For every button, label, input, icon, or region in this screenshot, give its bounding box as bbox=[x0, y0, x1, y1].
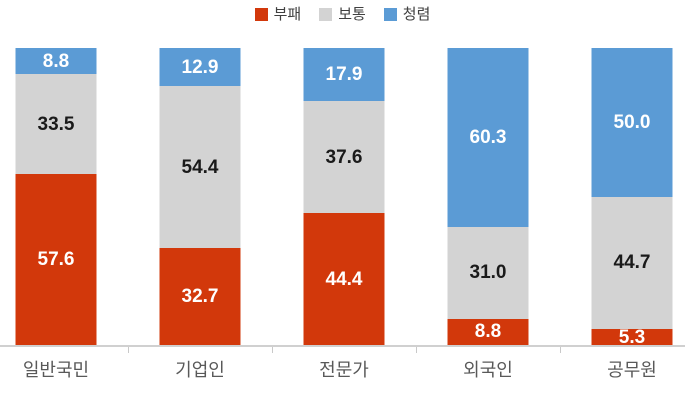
segment-value-label: 44.4 bbox=[325, 268, 363, 290]
x-axis-tick bbox=[560, 347, 561, 353]
stacked-bar: 60.3 31.0 8.8 bbox=[447, 47, 529, 345]
stacked-bar: 12.9 54.4 32.7 bbox=[159, 48, 241, 345]
chart-legend: 부패 보통 청렴 bbox=[0, 7, 685, 22]
category-column: 8.8 33.5 57.6 일반국민 bbox=[0, 0, 128, 403]
legend-label: 청렴 bbox=[402, 6, 431, 23]
segment-value-label: 33.5 bbox=[37, 113, 75, 135]
category-column: 12.9 54.4 32.7 기업인 bbox=[128, 0, 272, 403]
segment-value-label: 8.8 bbox=[474, 321, 502, 343]
x-axis-line bbox=[0, 345, 685, 347]
bar-segment: 8.8 bbox=[447, 318, 529, 345]
segment-value-label: 8.8 bbox=[42, 50, 70, 72]
segment-value-label: 17.9 bbox=[325, 64, 363, 86]
segment-value-label: 50.0 bbox=[613, 111, 651, 133]
category-column: 50.0 44.7 5.3 공무원 bbox=[560, 0, 685, 403]
segment-value-label: 37.6 bbox=[325, 146, 363, 168]
bar-segment: 57.6 bbox=[15, 173, 97, 345]
stacked-bar: 17.9 37.6 44.4 bbox=[303, 48, 385, 345]
bar-segment: 60.3 bbox=[447, 47, 529, 227]
legend-label: 보통 bbox=[338, 6, 366, 23]
segment-value-label: 12.9 bbox=[181, 56, 219, 78]
segment-value-label: 44.7 bbox=[613, 252, 651, 274]
stacked-bar: 8.8 33.5 57.6 bbox=[15, 48, 97, 345]
category-column: 60.3 31.0 8.8 외국인 bbox=[416, 0, 560, 403]
bar-segment: 44.4 bbox=[303, 213, 385, 345]
x-axis-tick bbox=[416, 347, 417, 353]
segment-value-label: 31.0 bbox=[469, 262, 507, 284]
legend-swatch-icon bbox=[383, 8, 397, 21]
category-label: 기업인 bbox=[175, 360, 225, 380]
category-column: 17.9 37.6 44.4 전문가 bbox=[272, 0, 416, 403]
x-axis-tick bbox=[272, 347, 273, 353]
stacked-bar: 50.0 44.7 5.3 bbox=[591, 48, 673, 348]
legend-item: 부패 bbox=[254, 6, 302, 23]
legend-swatch-icon bbox=[319, 8, 333, 21]
bar-segment: 50.0 bbox=[591, 48, 673, 197]
bar-segment: 37.6 bbox=[303, 101, 385, 214]
legend-label: 부패 bbox=[273, 6, 302, 23]
bar-segment: 33.5 bbox=[15, 74, 97, 174]
bar-segment: 32.7 bbox=[159, 247, 241, 345]
segment-value-label: 54.4 bbox=[181, 156, 219, 178]
bar-segment: 12.9 bbox=[159, 48, 241, 87]
legend-item: 보통 bbox=[319, 7, 366, 22]
legend-item: 청렴 bbox=[383, 6, 431, 23]
bar-segment: 44.7 bbox=[591, 196, 673, 330]
bar-segment: 8.8 bbox=[15, 48, 97, 75]
category-label: 외국인 bbox=[463, 360, 513, 380]
bar-segment: 31.0 bbox=[447, 226, 529, 319]
segment-value-label: 60.3 bbox=[469, 126, 507, 148]
category-label: 공무원 bbox=[607, 360, 657, 380]
category-label: 전문가 bbox=[319, 360, 369, 380]
category-label: 일반국민 bbox=[22, 360, 90, 380]
x-axis-tick bbox=[128, 347, 129, 353]
segment-value-label: 32.7 bbox=[181, 285, 219, 307]
bar-segment: 17.9 bbox=[303, 48, 385, 102]
segment-value-label: 5.3 bbox=[618, 326, 646, 348]
segment-value-label: 57.6 bbox=[37, 248, 75, 270]
bar-segment: 54.4 bbox=[159, 86, 241, 248]
legend-swatch-icon bbox=[254, 8, 268, 21]
bar-segment: 5.3 bbox=[591, 326, 673, 348]
